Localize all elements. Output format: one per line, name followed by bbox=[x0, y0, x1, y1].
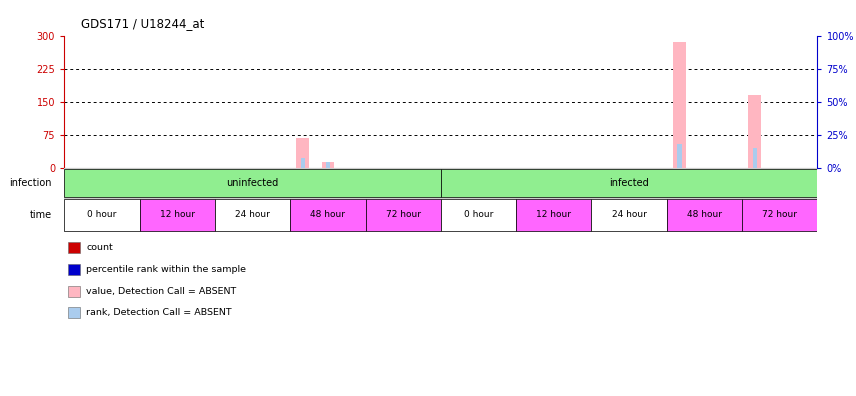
Bar bbox=[748, 95, 761, 168]
Bar bbox=[296, 138, 309, 168]
Bar bbox=[322, 162, 334, 168]
Text: 24 hour: 24 hour bbox=[235, 210, 270, 219]
Text: percentile rank within the sample: percentile rank within the sample bbox=[86, 265, 247, 274]
Text: 48 hour: 48 hour bbox=[687, 210, 722, 219]
Bar bbox=[140, 199, 215, 231]
Text: GDS171 / U18244_at: GDS171 / U18244_at bbox=[81, 17, 205, 30]
Bar bbox=[441, 169, 817, 197]
Text: 24 hour: 24 hour bbox=[612, 210, 646, 219]
Text: uninfected: uninfected bbox=[226, 178, 279, 188]
Bar bbox=[325, 162, 330, 168]
Bar bbox=[64, 199, 140, 231]
Bar bbox=[742, 199, 817, 231]
Bar bbox=[290, 199, 366, 231]
Text: 0 hour: 0 hour bbox=[87, 210, 116, 219]
Bar bbox=[667, 199, 742, 231]
Bar bbox=[215, 199, 290, 231]
Bar bbox=[752, 148, 757, 168]
Bar bbox=[673, 42, 686, 168]
Bar bbox=[441, 199, 516, 231]
Text: 12 hour: 12 hour bbox=[160, 210, 194, 219]
Text: 12 hour: 12 hour bbox=[537, 210, 571, 219]
Text: value, Detection Call = ABSENT: value, Detection Call = ABSENT bbox=[86, 287, 237, 295]
Bar bbox=[64, 169, 441, 197]
Text: 72 hour: 72 hour bbox=[763, 210, 797, 219]
Text: infected: infected bbox=[609, 178, 649, 188]
Text: rank, Detection Call = ABSENT: rank, Detection Call = ABSENT bbox=[86, 308, 232, 317]
Text: infection: infection bbox=[9, 178, 51, 188]
Text: 48 hour: 48 hour bbox=[311, 210, 345, 219]
Bar bbox=[300, 158, 305, 168]
Text: count: count bbox=[86, 243, 113, 252]
Text: 0 hour: 0 hour bbox=[464, 210, 493, 219]
Bar bbox=[677, 145, 681, 168]
Text: 72 hour: 72 hour bbox=[386, 210, 420, 219]
Bar bbox=[591, 199, 667, 231]
Text: time: time bbox=[29, 210, 51, 220]
Bar bbox=[366, 199, 441, 231]
Bar bbox=[516, 199, 591, 231]
